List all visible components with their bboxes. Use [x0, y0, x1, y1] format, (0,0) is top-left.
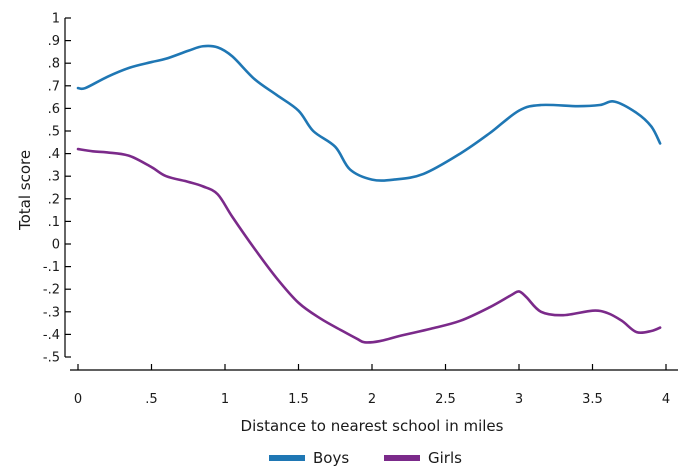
y-tick-label: .9: [48, 34, 60, 49]
x-tick-label: 3.5: [582, 392, 603, 407]
legend-label-boys: Boys: [313, 449, 349, 467]
x-tick-label: 2: [368, 392, 376, 407]
y-tick-label: .8: [48, 57, 60, 72]
y-tick-label: 0: [52, 238, 60, 253]
legend-swatch-boys: [269, 455, 305, 461]
y-tick-label: -.5: [43, 351, 60, 366]
plot-lines: [76, 44, 662, 344]
y-tick-label: .7: [48, 79, 60, 94]
y-tick-label: -.2: [43, 283, 60, 298]
y-tick-label: .6: [48, 102, 60, 117]
x-tick-label: 3: [515, 392, 523, 407]
y-tick-label: -.1: [43, 260, 60, 275]
y-tick-label: .5: [48, 125, 60, 140]
x-tick-label: 2.5: [435, 392, 456, 407]
y-axis-title: Total score: [16, 150, 34, 231]
y-tick-label: .3: [48, 170, 60, 185]
y-tick-label: .2: [48, 192, 60, 207]
y-tick-label: -.4: [43, 328, 60, 343]
legend-swatch-girls: [384, 455, 420, 461]
y-tick-label: -.3: [43, 305, 60, 320]
x-tick-label: 0: [74, 392, 82, 407]
x-axis: 0 .5 1 1.5 2 2.5 3 3.5 4: [70, 364, 678, 407]
x-tick-label: 1: [221, 392, 229, 407]
x-tick-label: 1.5: [288, 392, 309, 407]
series-line-girls: [76, 147, 662, 344]
series-line-boys: [76, 44, 662, 182]
x-tick-label: 4: [662, 392, 670, 407]
y-tick-label: .4: [48, 147, 60, 162]
y-tick-label: 1: [52, 12, 60, 27]
legend: Boys Girls: [269, 449, 462, 467]
y-axis: 1 .9 .8 .7 .6 .5 .4 .3 .2 .1 0 -.1 -.2 -.3 -.4 -.5: [43, 12, 71, 366]
x-axis-title: Distance to nearest school in miles: [241, 417, 504, 435]
x-tick-label: .5: [145, 392, 157, 407]
legend-label-girls: Girls: [428, 449, 462, 467]
y-tick-label: .1: [48, 215, 60, 230]
